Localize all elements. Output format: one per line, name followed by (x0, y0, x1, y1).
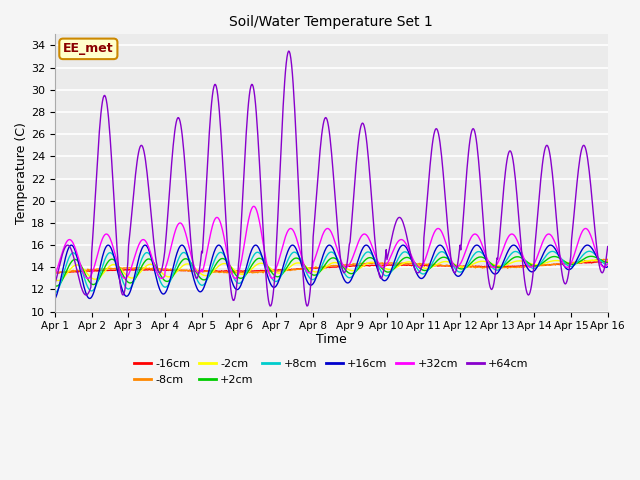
+64cm (61, 245, 68, 251)
-8cm (118, 265, 125, 271)
+8cm (415, 268, 422, 274)
+2cm (204, 275, 212, 280)
Line: +64cm: +64cm (55, 51, 608, 306)
+16cm (51, 296, 59, 302)
-16cm (51, 270, 59, 276)
+2cm (61, 270, 69, 276)
-16cm (399, 263, 407, 268)
-8cm (399, 260, 407, 266)
+16cm (174, 248, 182, 254)
-8cm (233, 270, 241, 276)
+64cm (203, 169, 211, 175)
+16cm (399, 242, 407, 248)
+2cm (415, 265, 423, 271)
+64cm (174, 115, 182, 120)
-2cm (204, 272, 212, 278)
+2cm (588, 253, 595, 259)
+8cm (586, 248, 593, 254)
-8cm (415, 261, 423, 266)
-16cm (54, 270, 61, 276)
Line: -2cm: -2cm (55, 260, 608, 280)
-8cm (604, 257, 612, 263)
+32cm (604, 261, 612, 266)
-2cm (604, 259, 612, 265)
Line: +8cm: +8cm (55, 251, 608, 293)
-16cm (61, 269, 69, 275)
X-axis label: Time: Time (316, 333, 347, 346)
Y-axis label: Temperature (C): Temperature (C) (15, 122, 28, 224)
+32cm (416, 264, 424, 270)
Line: -16cm: -16cm (55, 261, 608, 273)
+64cm (604, 244, 612, 250)
+8cm (61, 267, 68, 273)
Title: Soil/Water Temperature Set 1: Soil/Water Temperature Set 1 (229, 15, 433, 29)
+16cm (415, 275, 423, 280)
+64cm (51, 282, 59, 288)
+32cm (175, 221, 182, 227)
-16cm (118, 267, 126, 273)
+8cm (399, 250, 406, 256)
+32cm (158, 276, 166, 281)
-8cm (51, 269, 59, 275)
+32cm (204, 245, 212, 251)
+2cm (604, 260, 612, 265)
+16cm (604, 264, 612, 270)
+2cm (118, 271, 126, 277)
+8cm (604, 262, 612, 267)
+32cm (118, 273, 125, 278)
-2cm (589, 257, 597, 263)
+8cm (51, 290, 59, 296)
+64cm (303, 303, 311, 309)
-16cm (204, 268, 212, 274)
-8cm (603, 256, 611, 262)
+16cm (399, 242, 406, 248)
-2cm (51, 276, 59, 282)
-2cm (118, 268, 126, 274)
-16cm (175, 268, 182, 274)
+64cm (118, 290, 125, 296)
+32cm (400, 238, 408, 244)
Line: +32cm: +32cm (55, 206, 608, 278)
+64cm (285, 48, 292, 54)
+2cm (399, 256, 407, 262)
+2cm (52, 283, 60, 289)
Line: +16cm: +16cm (55, 245, 608, 299)
+32cm (61, 243, 68, 249)
+8cm (174, 258, 182, 264)
-16cm (604, 258, 612, 264)
+8cm (118, 276, 125, 281)
+2cm (51, 283, 59, 288)
-2cm (61, 273, 69, 278)
+16cm (203, 275, 211, 281)
Line: -8cm: -8cm (55, 259, 608, 273)
+32cm (250, 204, 258, 209)
-2cm (55, 277, 63, 283)
-16cm (415, 262, 423, 268)
+32cm (51, 272, 59, 277)
+64cm (400, 222, 408, 228)
-2cm (399, 261, 407, 266)
-8cm (174, 267, 182, 273)
-8cm (203, 268, 211, 274)
+16cm (61, 258, 68, 264)
+64cm (416, 268, 424, 274)
+2cm (175, 263, 182, 269)
Legend: -16cm, -8cm, -2cm, +2cm, +8cm, +16cm, +32cm, +64cm: -16cm, -8cm, -2cm, +2cm, +8cm, +16cm, +3… (129, 355, 533, 389)
-8cm (61, 269, 68, 275)
+8cm (203, 277, 211, 283)
+16cm (118, 285, 125, 291)
-2cm (415, 263, 423, 269)
Line: +2cm: +2cm (55, 256, 608, 286)
-2cm (175, 267, 182, 273)
Text: EE_met: EE_met (63, 42, 114, 55)
